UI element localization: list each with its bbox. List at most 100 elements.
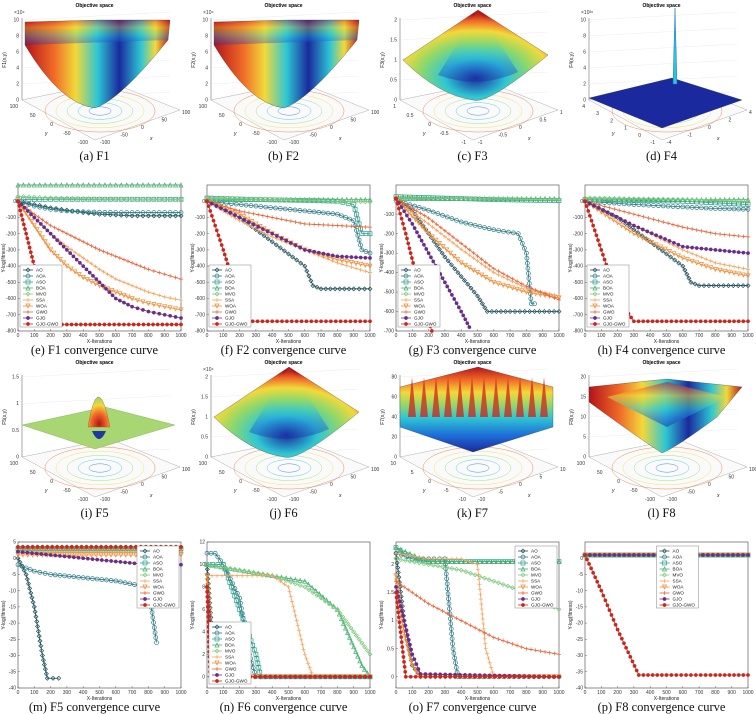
y-tick-label: 50 xyxy=(597,470,603,476)
data-point xyxy=(251,222,256,227)
data-point xyxy=(162,312,167,317)
data-point xyxy=(40,217,45,222)
data-point xyxy=(481,575,487,581)
data-point xyxy=(641,673,646,677)
data-point xyxy=(680,204,686,210)
data-point xyxy=(593,322,597,326)
x-tick-label: 400 xyxy=(646,690,655,696)
z-tick-label: 0 xyxy=(583,455,586,461)
data-point xyxy=(218,238,222,243)
data-point xyxy=(279,236,284,241)
data-point xyxy=(343,319,348,324)
data-point xyxy=(622,553,627,557)
data-point xyxy=(486,197,492,202)
legend-label-boa: BOA xyxy=(225,286,236,291)
data-point xyxy=(263,674,268,679)
y-tick-label: 0 xyxy=(428,122,431,128)
data-point xyxy=(68,251,73,256)
data-point xyxy=(302,221,307,226)
data-point xyxy=(547,674,552,679)
data-point xyxy=(409,256,414,260)
data-point xyxy=(339,213,344,219)
legend-label-ao: AO xyxy=(531,549,538,554)
data-point xyxy=(209,201,214,206)
data-point xyxy=(587,201,592,206)
data-point xyxy=(128,544,133,549)
data-point xyxy=(611,617,616,622)
data-point xyxy=(113,296,118,301)
x-tick-label: 500 xyxy=(284,333,293,339)
data-point xyxy=(228,206,233,211)
data-point xyxy=(368,674,372,679)
data-point xyxy=(367,651,373,657)
data-point xyxy=(358,319,363,324)
data-point xyxy=(609,212,614,217)
data-point xyxy=(340,620,347,626)
data-point xyxy=(521,603,525,607)
data-point xyxy=(463,621,468,626)
z-tick-label: 6 xyxy=(205,50,208,56)
x-tick-label: 1000 xyxy=(553,690,564,696)
data-point xyxy=(410,590,415,595)
data-point xyxy=(312,249,317,254)
data-point xyxy=(607,205,612,210)
x-tick-label: 1000 xyxy=(742,333,753,339)
panel-caption: (k) F7 xyxy=(457,506,488,520)
surface-panel-f6: Objective space×10⁴00.511.52F6(x,y)10050… xyxy=(191,360,380,520)
data-point xyxy=(435,211,441,216)
legend-label-ao: AO xyxy=(603,268,610,273)
y-tick-label: -25 xyxy=(9,637,16,643)
data-point xyxy=(602,553,607,557)
panel-caption: (d) F4 xyxy=(646,149,678,163)
data-point xyxy=(142,566,148,572)
data-point xyxy=(25,581,31,587)
data-point xyxy=(650,196,656,202)
surface-panel-f7: Objective space020406080F7(x,y)1050-5-10… xyxy=(380,360,566,520)
data-point xyxy=(75,182,81,188)
data-point xyxy=(447,606,452,612)
data-point xyxy=(56,675,62,681)
x-tick-label: 700 xyxy=(695,690,704,696)
data-point xyxy=(684,257,691,263)
data-point xyxy=(220,562,226,567)
data-point xyxy=(25,303,31,309)
data-point xyxy=(218,195,224,201)
data-point xyxy=(532,301,537,307)
data-point xyxy=(446,231,451,236)
data-point xyxy=(472,222,478,228)
data-point xyxy=(260,196,266,202)
data-point xyxy=(547,293,552,298)
data-point xyxy=(520,560,526,566)
data-point xyxy=(79,552,85,558)
legend-label-woa: WOA xyxy=(225,304,237,309)
data-point xyxy=(227,580,233,585)
data-point xyxy=(35,623,41,629)
data-point xyxy=(624,645,628,650)
z-axis-label: F8(x,y) xyxy=(569,409,575,425)
data-point xyxy=(118,210,124,215)
x-tick-label: 1000 xyxy=(175,690,186,696)
data-point xyxy=(74,544,79,549)
data-point xyxy=(706,283,712,289)
data-point xyxy=(482,636,487,641)
data-point xyxy=(722,232,727,237)
data-point xyxy=(487,277,493,283)
data-point xyxy=(108,210,113,215)
data-point xyxy=(585,557,589,562)
data-point xyxy=(407,553,412,558)
y-tick-label: -5 xyxy=(579,572,584,578)
data-point xyxy=(694,253,699,258)
data-point xyxy=(736,198,742,204)
data-point xyxy=(736,319,741,324)
data-point xyxy=(293,220,298,225)
y-tick-label: 5 xyxy=(13,540,16,546)
data-point xyxy=(436,241,443,247)
data-point xyxy=(614,214,619,219)
data-point xyxy=(36,215,41,220)
series-line-mvo xyxy=(206,564,371,655)
legend-label-gjo: GJO xyxy=(673,597,683,602)
x-tick-label: 0.5 xyxy=(540,118,547,124)
data-point xyxy=(359,640,365,646)
data-point xyxy=(273,242,279,248)
